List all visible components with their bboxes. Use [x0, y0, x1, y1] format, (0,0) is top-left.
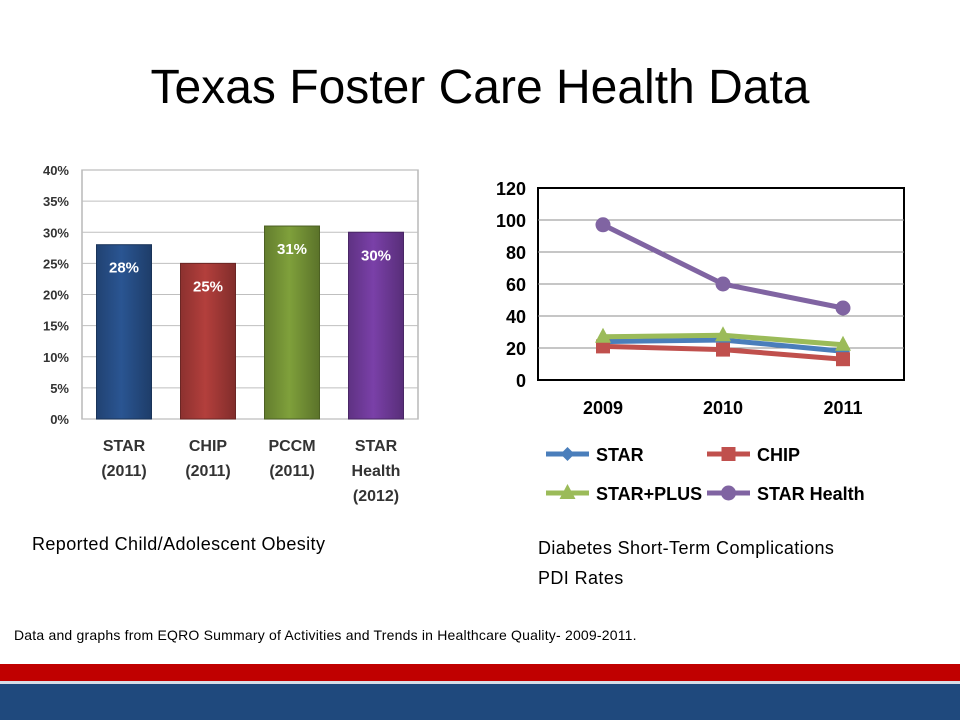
line-y-tick-label: 80 — [506, 243, 526, 263]
line-y-tick-label: 20 — [506, 339, 526, 359]
bar-y-tick-label: 40% — [43, 163, 69, 178]
source-note: Data and graphs from EQRO Summary of Act… — [14, 627, 637, 643]
line-y-tick-label: 100 — [496, 211, 526, 231]
line-y-tick-label: 60 — [506, 275, 526, 295]
bar-pccm-2011 — [264, 225, 320, 420]
legend-marker-chip — [721, 447, 736, 461]
bar-star-health-2012 — [348, 231, 404, 420]
diabetes-chart-caption: Diabetes Short-Term Complications PDI Ra… — [538, 533, 834, 593]
line-x-tick-label: 2009 — [583, 398, 623, 418]
legend-label-star-health: STAR Health — [757, 484, 865, 504]
bar-category-label: (2012) — [353, 488, 399, 505]
obesity-chart-caption: Reported Child/Adolescent Obesity — [32, 534, 326, 554]
bar-category-label: Health — [352, 463, 401, 480]
diabetes-line-chart: 0 20 40 60 80 100 120 2009 2010 2011 STAR CHIP STAR+… — [496, 179, 905, 504]
line-y-tick-label: 120 — [496, 179, 526, 199]
series-point-star-plus — [835, 335, 851, 351]
legend-marker-star — [560, 447, 575, 461]
series-point-chip — [836, 352, 850, 367]
bar-category-label: STAR — [355, 438, 398, 455]
line-x-tick-label: 2010 — [703, 398, 743, 418]
bar-category-label: STAR — [103, 438, 146, 455]
bar-y-tick-label: 10% — [43, 350, 69, 365]
bar-y-tick-label: 35% — [43, 194, 69, 209]
series-point-chip — [716, 342, 730, 357]
slide-title: Texas Foster Care Health Data — [150, 61, 810, 114]
legend-marker-star-health — [721, 485, 736, 501]
bar-data-label: 30% — [361, 247, 391, 264]
bar-category-label: (2011) — [185, 463, 230, 480]
bar-category-label: (2011) — [101, 463, 146, 480]
bar-y-tick-label: 0% — [50, 412, 69, 427]
series-point-star-plus — [715, 326, 731, 342]
bar-y-tick-label: 5% — [50, 381, 69, 396]
series-point-star-health — [715, 276, 731, 292]
bar-category-label: (2011) — [269, 463, 314, 480]
bar-y-tick-label: 25% — [43, 256, 69, 271]
series-point-star-health — [835, 300, 851, 316]
bar-y-tick-label: 20% — [43, 288, 69, 303]
footer-red-band — [0, 664, 960, 681]
bar-category-label: PCCM — [268, 438, 315, 455]
bar-data-label: 25% — [193, 278, 223, 295]
bar-data-label: 28% — [109, 260, 139, 277]
bar-chip-2011 — [180, 262, 236, 420]
line-y-tick-label: 0 — [516, 371, 526, 391]
bar-y-tick-label: 30% — [43, 225, 69, 240]
footer-divider — [0, 681, 960, 684]
series-point-star-health — [595, 217, 611, 233]
footer-blue-band — [0, 684, 960, 720]
bar-y-tick-label: 15% — [43, 319, 69, 334]
line-y-tick-label: 40 — [506, 307, 526, 327]
legend-label-star-plus: STAR+PLUS — [596, 484, 702, 504]
obesity-bar-chart: 0% 5% 10% 15% 20% 25% 30% 35% 40% 28% STAR (2011) 25… — [43, 163, 419, 505]
bar-category-label: CHIP — [189, 438, 228, 455]
bar-data-label: 31% — [277, 241, 307, 258]
legend-marker-star-plus — [559, 484, 576, 499]
series-point-star-plus — [595, 327, 611, 343]
bar-star-2011 — [96, 244, 152, 420]
legend-label-star: STAR — [596, 445, 644, 465]
line-x-tick-label: 2011 — [823, 398, 862, 418]
diabetes-caption-line-1: Diabetes Short-Term Complications — [538, 538, 835, 558]
series-point-chip — [596, 339, 610, 354]
diabetes-caption-line-2: PDI Rates — [538, 568, 624, 588]
legend-label-chip: CHIP — [757, 445, 800, 465]
